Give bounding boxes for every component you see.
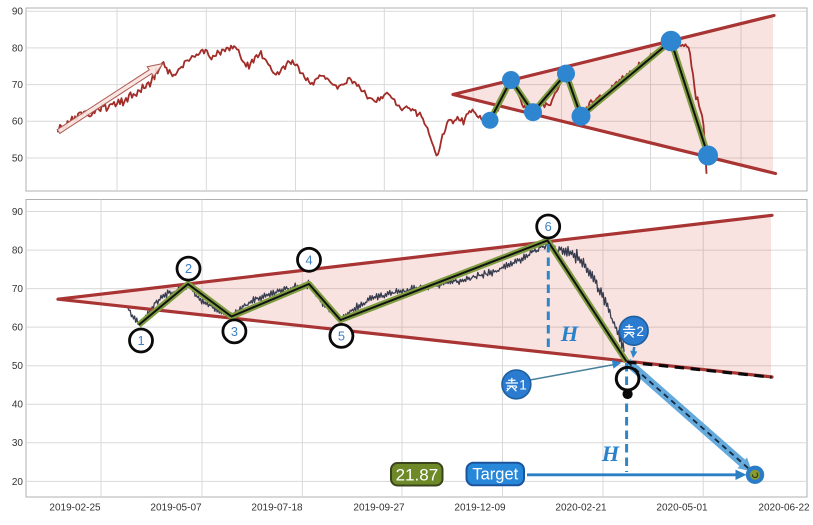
svg-text:50: 50 xyxy=(12,361,24,372)
svg-text:2: 2 xyxy=(185,261,192,276)
svg-text:H: H xyxy=(601,441,621,466)
svg-text:5: 5 xyxy=(338,329,345,344)
svg-text:90: 90 xyxy=(12,207,24,218)
svg-text:70: 70 xyxy=(12,80,24,91)
svg-text:40: 40 xyxy=(12,400,24,411)
svg-text:2020-05-01: 2020-05-01 xyxy=(656,503,708,514)
svg-text:2: 2 xyxy=(637,324,645,339)
svg-text:H: H xyxy=(560,321,580,346)
svg-text:2020-02-21: 2020-02-21 xyxy=(555,503,607,514)
svg-text:2019-07-18: 2019-07-18 xyxy=(251,503,303,514)
svg-text:6: 6 xyxy=(545,219,552,234)
svg-text:1: 1 xyxy=(137,333,144,348)
svg-text:20: 20 xyxy=(12,477,24,488)
svg-text:90: 90 xyxy=(12,7,24,18)
svg-text:1: 1 xyxy=(519,377,527,392)
svg-text:21.87: 21.87 xyxy=(396,465,439,484)
svg-text:30: 30 xyxy=(12,438,24,449)
svg-text:2019-02-25: 2019-02-25 xyxy=(49,503,101,514)
svg-text:50: 50 xyxy=(12,153,24,164)
svg-text:2020-06-22: 2020-06-22 xyxy=(758,503,810,514)
svg-text:80: 80 xyxy=(12,246,24,257)
svg-text:3: 3 xyxy=(231,324,238,339)
svg-text:2019-05-07: 2019-05-07 xyxy=(150,503,202,514)
svg-text:70: 70 xyxy=(12,284,24,295)
svg-text:Target: Target xyxy=(472,466,518,484)
svg-text:2019-12-09: 2019-12-09 xyxy=(454,503,506,514)
svg-text:4: 4 xyxy=(305,252,312,267)
svg-text:2019-09-27: 2019-09-27 xyxy=(353,503,405,514)
svg-text:60: 60 xyxy=(12,323,24,334)
svg-text:60: 60 xyxy=(12,117,24,128)
svg-text:80: 80 xyxy=(12,43,24,54)
